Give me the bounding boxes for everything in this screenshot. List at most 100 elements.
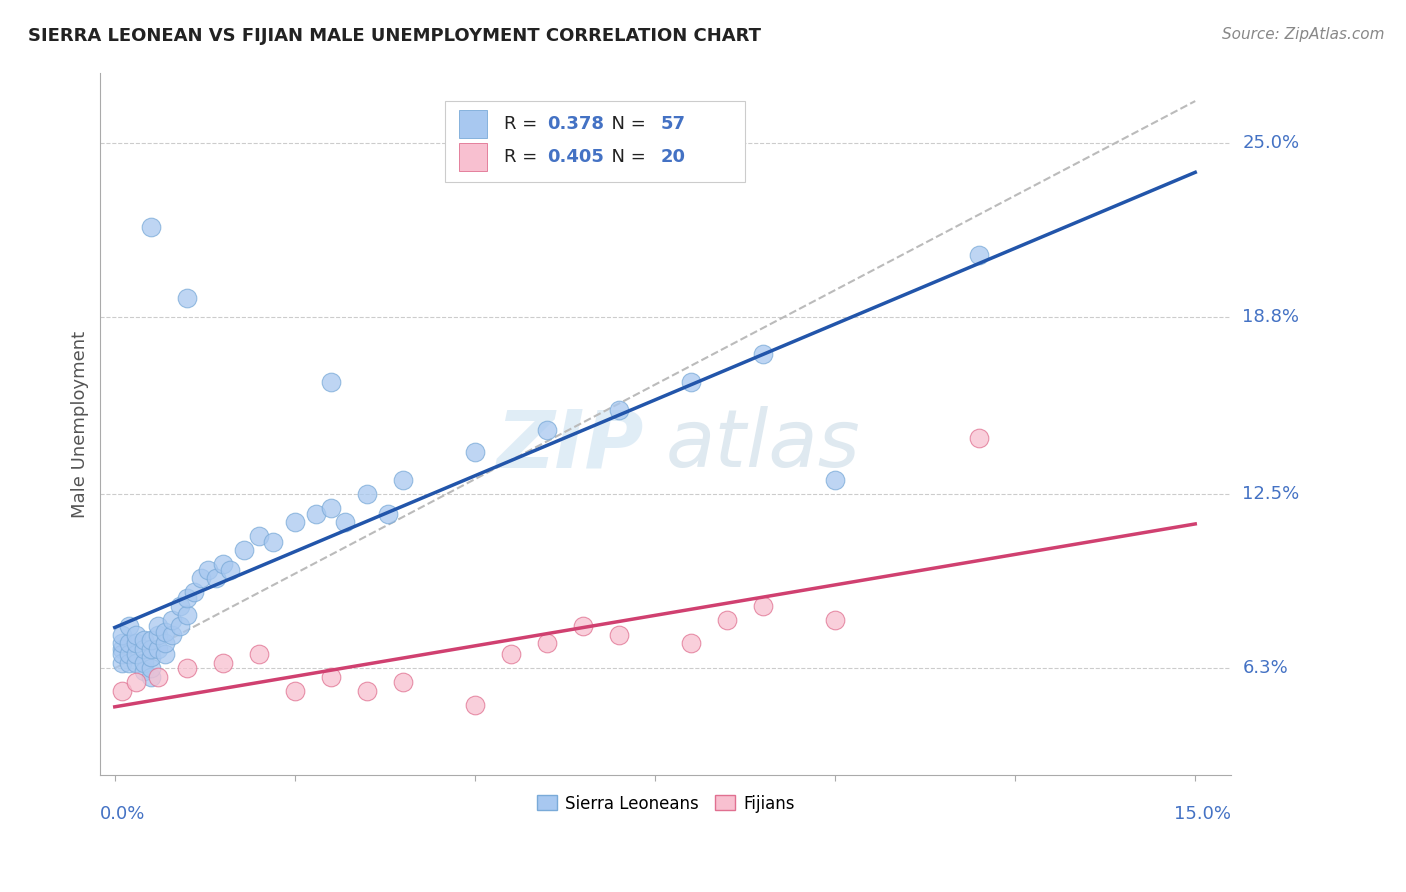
Point (356, 683, 378, 698)
Text: 0.0%: 0.0% (100, 805, 146, 823)
Point (679, 636, 702, 650)
Point (824, 473, 846, 487)
Point (572, 619, 595, 633)
Point (125, 636, 148, 650)
Point (536, 423, 558, 437)
Text: 6.3%: 6.3% (1243, 659, 1288, 677)
Point (176, 291, 198, 305)
Point (607, 627, 630, 641)
Text: N =: N = (600, 115, 652, 133)
Text: ZIP: ZIP (496, 406, 643, 484)
Point (146, 670, 169, 684)
Point (219, 563, 242, 577)
Point (111, 656, 134, 670)
Point (335, 515, 357, 529)
Point (132, 656, 155, 670)
Point (139, 641, 162, 656)
Point (392, 473, 415, 487)
Point (111, 627, 134, 641)
Point (111, 641, 134, 656)
Point (233, 543, 256, 558)
Point (211, 558, 233, 572)
Point (125, 656, 148, 670)
Point (139, 650, 162, 665)
Point (464, 698, 486, 712)
Text: 0.378: 0.378 (547, 115, 605, 133)
Point (118, 647, 141, 661)
Point (153, 647, 176, 661)
Point (153, 624, 176, 639)
Point (967, 431, 990, 445)
Text: R =: R = (505, 148, 543, 166)
Point (284, 683, 307, 698)
Point (679, 375, 702, 389)
Point (169, 599, 191, 614)
Point (247, 647, 270, 661)
Text: 18.8%: 18.8% (1243, 309, 1299, 326)
Point (132, 641, 155, 656)
Point (356, 487, 378, 501)
Point (176, 591, 198, 605)
Point (824, 614, 846, 628)
Point (284, 515, 307, 529)
Point (118, 636, 141, 650)
Text: Source: ZipAtlas.com: Source: ZipAtlas.com (1222, 27, 1385, 42)
Point (319, 501, 342, 516)
Text: 20: 20 (661, 148, 685, 166)
Point (752, 347, 775, 361)
Point (118, 619, 141, 633)
Legend: Sierra Leoneans, Fijians: Sierra Leoneans, Fijians (530, 788, 801, 819)
Point (111, 647, 134, 661)
Point (111, 683, 134, 698)
Point (132, 664, 155, 678)
Text: R =: R = (505, 115, 543, 133)
Point (204, 571, 226, 585)
Point (967, 248, 990, 262)
Point (499, 647, 522, 661)
Text: 57: 57 (661, 115, 685, 133)
Text: 25.0%: 25.0% (1243, 134, 1299, 153)
Text: 12.5%: 12.5% (1243, 485, 1299, 503)
Bar (458, 144, 486, 171)
Point (125, 647, 148, 661)
Text: atlas: atlas (666, 406, 860, 484)
Point (132, 633, 155, 648)
Point (536, 636, 558, 650)
Point (162, 627, 184, 641)
Point (752, 599, 775, 614)
Point (139, 661, 162, 675)
Point (139, 220, 162, 235)
Text: SIERRA LEONEAN VS FIJIAN MALE UNEMPLOYMENT CORRELATION CHART: SIERRA LEONEAN VS FIJIAN MALE UNEMPLOYME… (28, 27, 761, 45)
Point (464, 445, 486, 459)
Point (305, 507, 328, 521)
Point (319, 375, 342, 389)
Point (262, 534, 284, 549)
Text: N =: N = (600, 148, 652, 166)
Point (190, 571, 212, 585)
Point (176, 607, 198, 622)
Point (319, 670, 342, 684)
Point (118, 656, 141, 670)
Point (125, 627, 148, 641)
Point (139, 633, 162, 648)
Point (153, 636, 176, 650)
Y-axis label: Male Unemployment: Male Unemployment (72, 330, 89, 517)
Point (169, 619, 191, 633)
Point (247, 529, 270, 543)
Point (162, 614, 184, 628)
Point (377, 507, 399, 521)
Bar (458, 111, 486, 138)
Point (183, 585, 205, 599)
Text: 15.0%: 15.0% (1174, 805, 1232, 823)
Point (392, 675, 415, 690)
Point (607, 403, 630, 417)
Point (211, 656, 233, 670)
Point (125, 675, 148, 690)
Point (139, 670, 162, 684)
Point (716, 614, 738, 628)
Point (111, 636, 134, 650)
Point (146, 641, 169, 656)
Point (146, 627, 169, 641)
Point (197, 563, 219, 577)
FancyBboxPatch shape (446, 101, 745, 182)
